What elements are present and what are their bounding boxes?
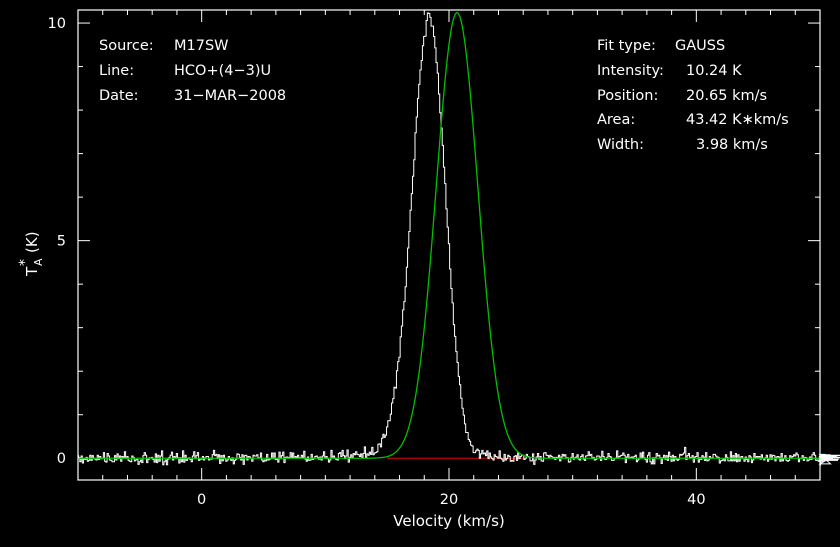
fit-type-label: Fit type: (597, 38, 656, 54)
spectrum-layer (78, 12, 840, 466)
info-date-value: 31−MAR−2008 (174, 88, 286, 104)
gaussian-fit-line (78, 11, 820, 459)
y-axis-label-sup: * (17, 259, 33, 266)
y-axis-label-unit: (K) (23, 231, 41, 253)
x-axis-label: Velocity (km/s) (393, 512, 504, 530)
position-value: 20.65 km/s (686, 88, 767, 104)
axis-ticks (77, 10, 821, 480)
area-value: 43.42 K∗km/s (686, 112, 789, 128)
fit-type-value: GAUSS (675, 38, 725, 54)
fit-layer (78, 11, 820, 459)
axis-tick-labels: 0 20 40 0 5 10 (48, 16, 706, 508)
info-left-block: Source: M17SW Line: HCO+(4−3)U Date: 31−… (99, 38, 286, 104)
area-label: Area: (597, 112, 635, 128)
info-line-label: Line: (99, 63, 134, 79)
info-line-value: HCO+(4−3)U (174, 63, 271, 79)
info-source-value: M17SW (174, 38, 229, 54)
width-value: 3.98 km/s (696, 137, 768, 153)
intensity-value: 10.24 K (686, 63, 742, 79)
y-axis-label-main: T (23, 266, 41, 277)
y-axis-label: T A * (K) (17, 231, 45, 277)
info-right-block: Fit type: GAUSS Intensity: 10.24 K Posit… (597, 38, 789, 153)
spectrum-series-line (78, 12, 840, 466)
x-tick-label: 0 (197, 492, 206, 508)
x-tick-label: 20 (440, 492, 458, 508)
intensity-label: Intensity: (597, 63, 664, 79)
info-source-label: Source: (99, 38, 154, 54)
y-tick-label: 5 (57, 234, 66, 250)
y-axis-label-sub: A (32, 258, 45, 266)
plot-frame (77, 9, 821, 481)
x-tick-label: 40 (687, 492, 705, 508)
info-date-label: Date: (99, 88, 139, 104)
position-label: Position: (597, 88, 658, 104)
width-label: Width: (597, 137, 644, 153)
y-tick-label: 10 (48, 16, 66, 32)
y-tick-label: 0 (57, 451, 66, 467)
